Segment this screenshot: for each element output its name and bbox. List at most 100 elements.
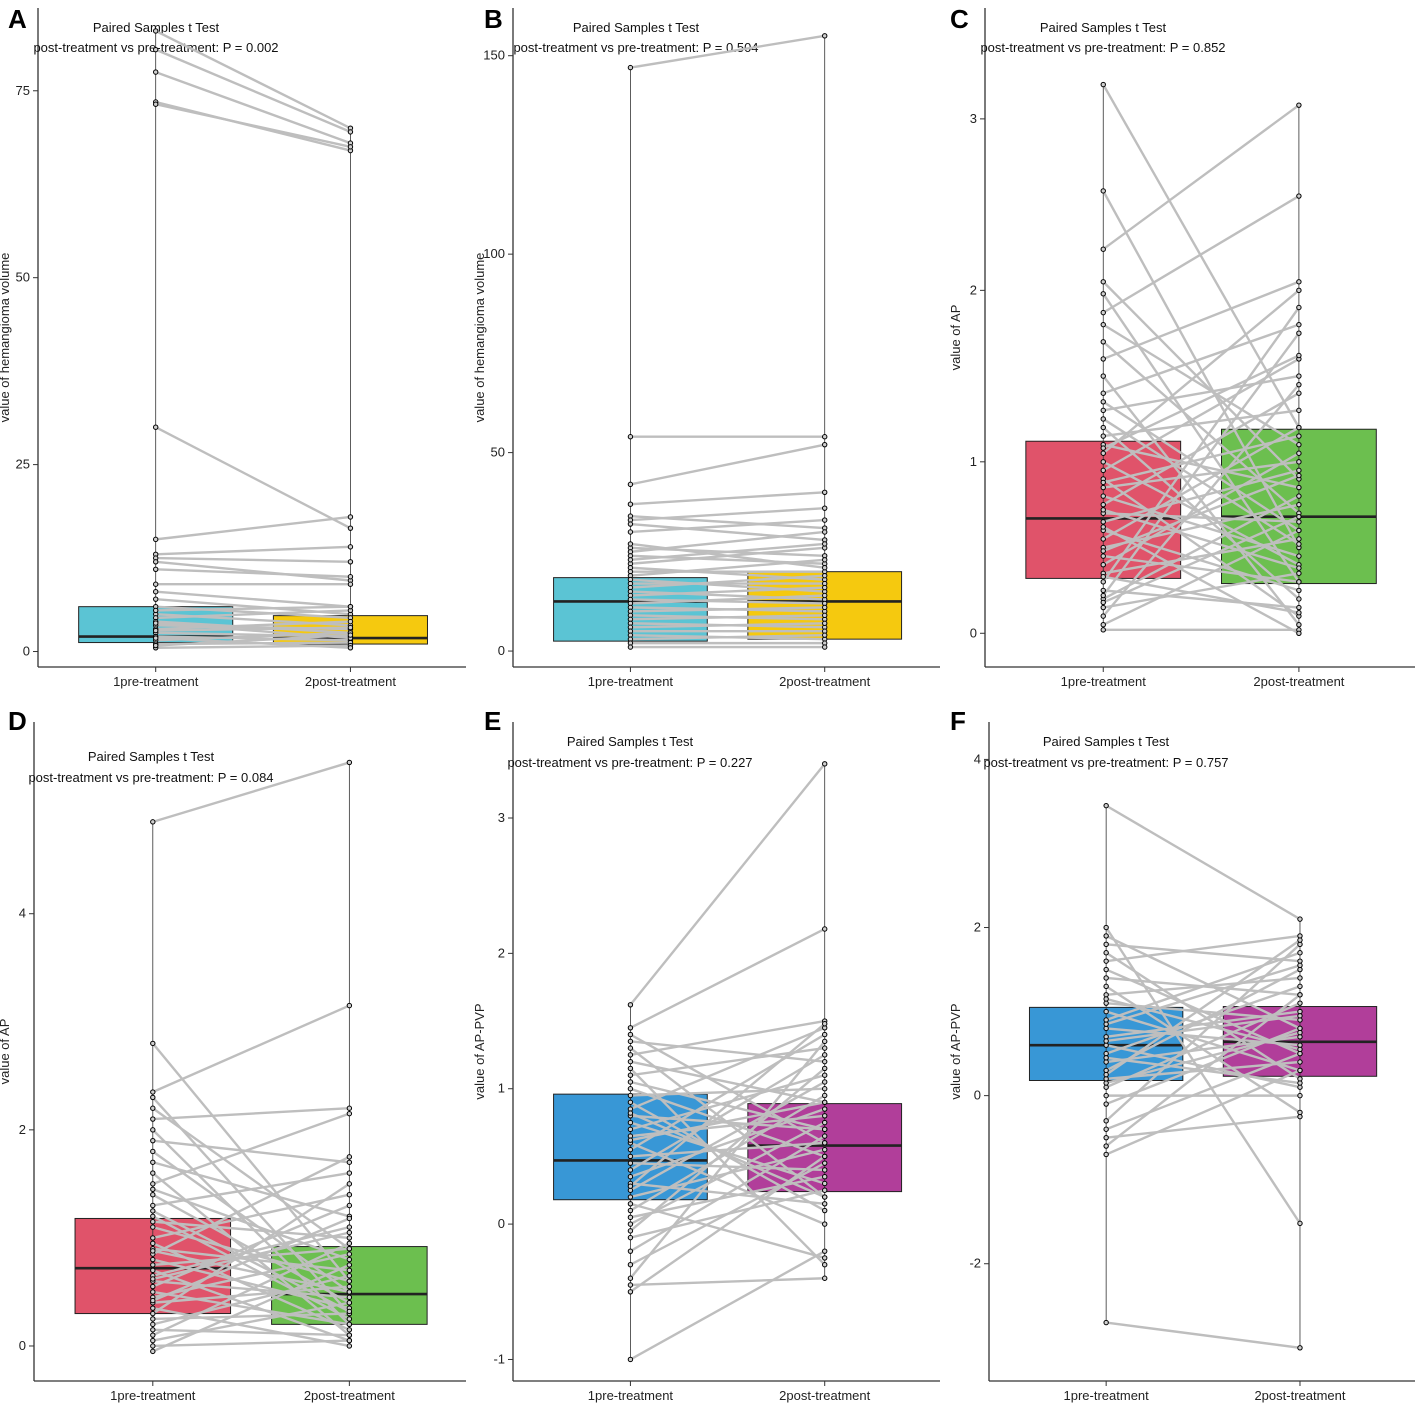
data-point [1100, 599, 1106, 606]
annotation-text: post-treatment vs pre-treatment: P = 0.5… [513, 40, 758, 55]
pair-line [630, 522, 825, 542]
data-point [627, 1031, 634, 1038]
data-point [627, 521, 634, 527]
data-point [153, 28, 159, 34]
data-point [1100, 573, 1106, 580]
y-tick-label: 1 [970, 454, 977, 469]
pair-line [1105, 1010, 1301, 1072]
data-point [627, 1183, 634, 1189]
data-point [627, 1207, 634, 1214]
data-point [822, 441, 828, 448]
pair-line [151, 1042, 351, 1282]
data-point [346, 1294, 353, 1301]
y-axis-title: value of AP [0, 1019, 12, 1085]
data-point [346, 1202, 353, 1209]
data-point [627, 541, 634, 547]
pair-line [1105, 943, 1301, 1122]
panel-c: C 0 1 2 3 1pre-treatment 2post-treatment value … [948, 4, 1415, 689]
pair-line [1102, 323, 1300, 395]
data-point [627, 1282, 634, 1288]
pair-line [629, 1067, 826, 1232]
y-axis-title: value of AP-PVP [948, 1003, 963, 1099]
annotation-title: Paired Samples t Test [567, 734, 694, 749]
data-point [822, 926, 828, 932]
y-axis-title: value of AP-PVP [472, 1003, 487, 1099]
y-tick-label: 100 [483, 246, 505, 261]
pair-line [629, 1250, 826, 1361]
panel-letter: F [950, 706, 966, 736]
pair-line [152, 1209, 350, 1313]
panel-a: A 0 25 50 75 1pre-treatment 2post-treatment val… [0, 4, 466, 689]
data-point [1103, 966, 1109, 973]
annotation-title: Paired Samples t Test [1040, 20, 1167, 35]
data-point [153, 424, 159, 430]
pair-line [1102, 332, 1300, 597]
data-point [822, 604, 828, 611]
pair-line [630, 586, 825, 597]
pair-line [1105, 934, 1301, 963]
data-point [1297, 1029, 1303, 1036]
pair-line [629, 1053, 826, 1171]
data-point [150, 1305, 156, 1311]
data-point [150, 1276, 156, 1282]
data-point [1297, 1067, 1303, 1074]
data-point [346, 1110, 353, 1117]
pair-line [1105, 926, 1301, 1225]
data-point [822, 1126, 828, 1133]
pair-line [1102, 195, 1300, 314]
data-point [627, 1045, 634, 1051]
data-point [1100, 450, 1106, 456]
data-point [347, 603, 354, 610]
data-point [822, 529, 828, 535]
data-point [1297, 1092, 1303, 1099]
data-point [1103, 941, 1109, 948]
data-point [1296, 330, 1302, 336]
data-point [1296, 579, 1302, 585]
data-point [346, 1170, 353, 1176]
data-point [150, 1040, 156, 1047]
data-point [1100, 501, 1106, 508]
data-point [346, 1289, 353, 1295]
data-point [347, 129, 354, 135]
data-point [346, 1327, 353, 1333]
data-point [346, 1283, 353, 1290]
pair-line [155, 568, 351, 578]
annotation-title: Paired Samples t Test [88, 749, 215, 764]
y-tick-label: 0 [498, 643, 505, 658]
data-point [150, 1159, 156, 1165]
data-point [347, 544, 354, 550]
data-point [150, 1170, 156, 1176]
pair-line [1105, 1052, 1301, 1131]
data-point [153, 46, 159, 53]
data-point [150, 1235, 156, 1241]
data-point [346, 1332, 353, 1338]
y-tick-label: 0 [498, 1216, 505, 1231]
data-point [150, 1256, 156, 1263]
pair-line [155, 426, 351, 530]
x-tick-label: 2post-treatment [305, 674, 396, 689]
data-point [150, 1202, 156, 1209]
data-point [1297, 1046, 1303, 1053]
data-point [1296, 450, 1302, 456]
data-point [822, 1072, 828, 1078]
data-point [1100, 613, 1106, 619]
data-point [347, 645, 354, 651]
data-point [1103, 1008, 1109, 1015]
data-point [346, 1181, 353, 1187]
data-point [153, 101, 159, 107]
pair-line [630, 518, 825, 534]
data-point [1100, 399, 1106, 405]
pair-line [629, 1080, 826, 1192]
data-point [1296, 587, 1302, 594]
x-tick-label: 1pre-treatment [588, 674, 674, 689]
data-point [346, 1262, 353, 1268]
y-axis-title: value of AP [948, 305, 963, 371]
data-point [150, 1321, 156, 1328]
pair-line [630, 1114, 825, 1131]
data-point [346, 1229, 353, 1236]
pair-line [629, 1111, 826, 1199]
pair-line [630, 542, 825, 561]
pair-line [1102, 508, 1300, 570]
data-point [1100, 390, 1106, 396]
data-point [347, 618, 354, 625]
